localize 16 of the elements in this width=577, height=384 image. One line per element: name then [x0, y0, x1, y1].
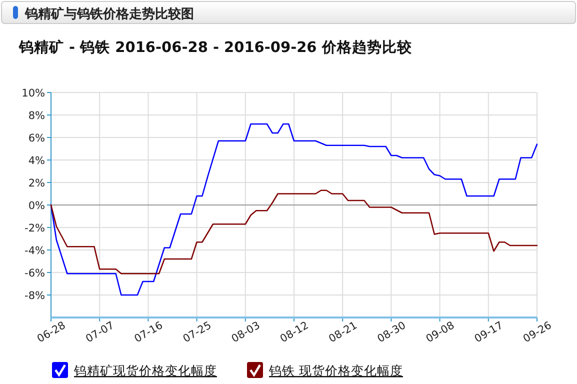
chart-subtitle: 钨精矿 - 钨铁 2016-06-28 - 2016-09-26 价格趋势比较: [18, 38, 413, 56]
y-tick-label: -4%: [24, 245, 46, 257]
y-tick-label: 10%: [22, 88, 46, 100]
chart-title: 钨精矿与钨铁价格走势比较图: [24, 6, 194, 22]
legend-label: 钨精矿现货价格变化幅度: [73, 363, 217, 378]
y-tick-label: 2%: [28, 178, 46, 190]
y-tick-label: -8%: [24, 290, 46, 302]
y-tick-label: -6%: [24, 268, 46, 280]
legend-label: 钨铁 现货价格变化幅度: [268, 363, 403, 378]
y-tick-label: 0%: [28, 200, 46, 212]
line-series: [50, 123, 538, 296]
line-series: [50, 190, 538, 274]
y-tick-label: 8%: [28, 110, 46, 122]
y-tick-label: 6%: [28, 132, 46, 144]
y-tick-label: -2%: [24, 222, 46, 234]
y-tick-label: 4%: [28, 155, 46, 167]
